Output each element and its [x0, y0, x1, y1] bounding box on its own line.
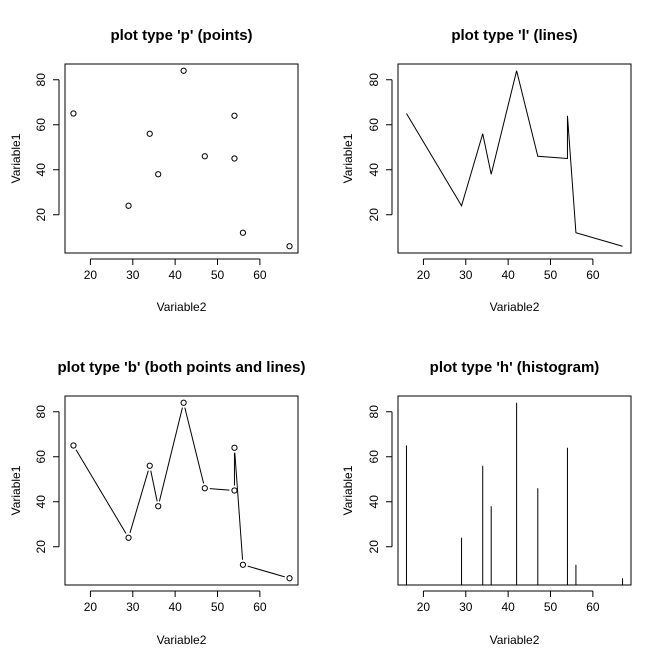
y-tick-label: 40 — [367, 163, 381, 177]
data-point — [286, 243, 293, 250]
data-point — [201, 485, 208, 492]
panel-both: plot type 'b' (both points and lines) 20 3… — [9, 359, 305, 647]
data-point — [231, 444, 238, 451]
y-tick-label: 20 — [34, 208, 48, 222]
x-tick-label: 20 — [84, 600, 98, 614]
x-tick-label: 40 — [168, 268, 182, 282]
panel-histogram: plot type 'h' (histogram) 20 30 40 50 60 20 40 6… — [341, 359, 632, 647]
y-tick-label: 40 — [34, 163, 48, 177]
x-tick-label: 30 — [126, 600, 140, 614]
x-tick-label: 60 — [253, 268, 267, 282]
chart-title: plot type 'l' (lines) — [451, 27, 577, 44]
data-point — [146, 462, 153, 469]
data-point — [201, 153, 208, 160]
x-tick-label: 20 — [417, 600, 431, 614]
data-point — [180, 399, 187, 406]
series-segment — [209, 488, 230, 491]
x-tick-label: 50 — [544, 600, 558, 614]
data-point — [146, 130, 153, 137]
y-axis-label: Variable1 — [341, 465, 355, 515]
chart-title: plot type 'h' (histogram) — [430, 359, 600, 376]
data-point — [180, 67, 187, 74]
data-point — [70, 110, 77, 117]
x-tick-label: 40 — [501, 600, 515, 614]
x-tick-label: 60 — [586, 600, 600, 614]
x-tick-label: 30 — [459, 268, 473, 282]
x-axis-label: Variable2 — [157, 300, 207, 314]
y-tick-label: 40 — [34, 495, 48, 509]
x-tick-label: 30 — [459, 600, 473, 614]
x-tick-label: 60 — [586, 268, 600, 282]
data-point — [125, 202, 132, 209]
series-segment — [247, 565, 285, 578]
x-axis-label: Variable2 — [490, 633, 540, 647]
y-tick-label: 80 — [367, 405, 381, 419]
x-tick-label: 40 — [168, 600, 182, 614]
y-axis-label: Variable1 — [9, 465, 23, 515]
plot-box — [64, 63, 299, 254]
data-point — [239, 229, 247, 236]
series-segment — [184, 407, 205, 484]
panel-points: plot type 'p' (points) 20 30 40 50 60 20 40 60 80… — [9, 27, 299, 314]
plot-box — [397, 63, 632, 254]
data-point — [286, 575, 293, 582]
data-point — [231, 112, 238, 119]
y-tick-label: 60 — [367, 450, 381, 464]
x-axis-label: Variable2 — [157, 633, 207, 647]
panel-lines: plot type 'l' (lines) 20 30 40 50 60 20 40 60 80 V… — [341, 27, 632, 314]
y-tick-label: 60 — [34, 118, 48, 132]
y-tick-label: 80 — [367, 73, 381, 87]
x-tick-label: 20 — [417, 268, 431, 282]
series-segment — [234, 452, 244, 560]
chart-title: plot type 'b' (both points and lines) — [58, 359, 306, 376]
y-axis-label: Variable1 — [9, 133, 23, 183]
data-point — [239, 561, 247, 568]
x-tick-label: 60 — [253, 600, 267, 614]
x-tick-label: 50 — [544, 268, 558, 282]
data-point — [231, 487, 238, 494]
series-segment — [129, 470, 149, 534]
y-tick-label: 20 — [367, 540, 381, 554]
x-tick-label: 50 — [211, 600, 225, 614]
x-tick-label: 30 — [126, 268, 140, 282]
plot-box — [397, 395, 632, 586]
series-segment — [75, 449, 127, 534]
data-point — [125, 534, 132, 541]
y-tick-label: 60 — [34, 450, 48, 464]
x-tick-label: 20 — [84, 268, 98, 282]
data-point — [70, 442, 77, 449]
x-tick-label: 40 — [501, 268, 515, 282]
y-tick-label: 80 — [34, 405, 48, 419]
plot-box — [64, 395, 299, 586]
series-segment — [158, 407, 183, 502]
data-point — [155, 171, 162, 178]
y-tick-label: 60 — [367, 118, 381, 132]
x-axis-label: Variable2 — [490, 300, 540, 314]
x-tick-label: 50 — [211, 268, 225, 282]
y-tick-label: 80 — [34, 73, 48, 87]
series-segment — [150, 470, 158, 502]
y-tick-label: 20 — [367, 208, 381, 222]
y-axis-label: Variable1 — [341, 133, 355, 183]
chart-title: plot type 'p' (points) — [110, 27, 252, 44]
data-point — [155, 503, 162, 510]
data-point — [231, 155, 238, 162]
series-line — [406, 70, 623, 247]
y-tick-label: 20 — [34, 540, 48, 554]
y-tick-label: 40 — [367, 495, 381, 509]
